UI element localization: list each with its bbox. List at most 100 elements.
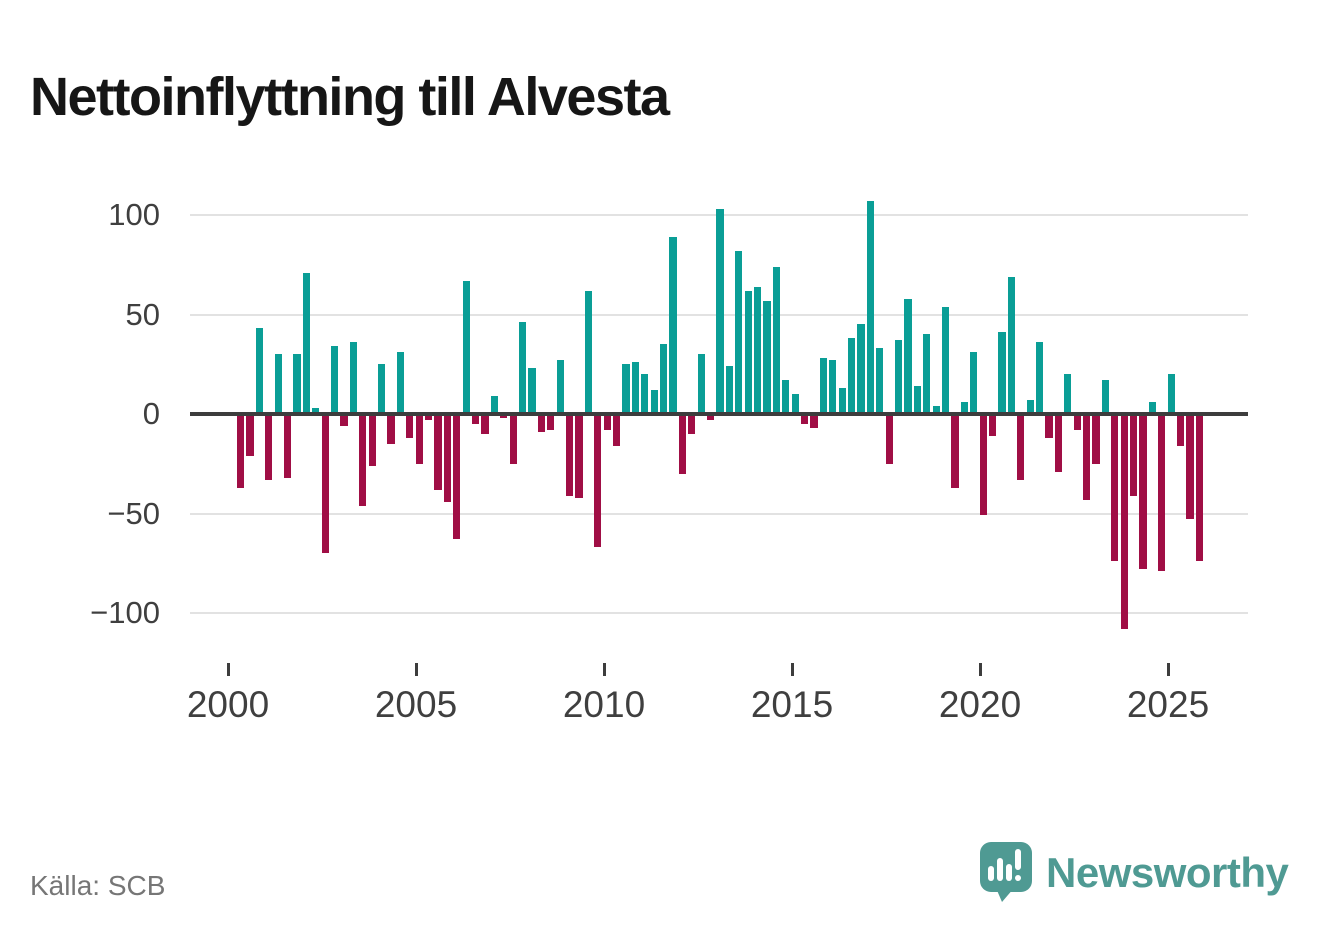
bar-negative — [1017, 414, 1025, 480]
bar-negative — [547, 414, 555, 430]
bar-positive — [735, 250, 743, 414]
bar-negative — [415, 414, 423, 464]
gridline-y-100 — [190, 612, 1248, 614]
bar-positive — [556, 360, 564, 414]
newsworthy-logo: Newsworthy — [980, 842, 1289, 903]
bar-positive — [791, 394, 799, 414]
bar-negative — [885, 414, 893, 464]
bar-positive — [378, 364, 386, 414]
source-note: Källa: SCB — [30, 870, 166, 901]
bar-negative — [359, 414, 367, 506]
gridline-y-50 — [190, 512, 1248, 515]
bar-negative — [688, 414, 696, 434]
bar-positive — [754, 286, 762, 414]
bar-positive — [782, 380, 790, 414]
bar-negative — [284, 414, 292, 478]
bar-positive — [923, 334, 931, 414]
bar-positive — [716, 209, 724, 414]
bar-negative — [443, 414, 452, 502]
bar-negative — [1130, 414, 1138, 496]
bar-positive — [819, 358, 828, 414]
x-axis-tick — [226, 663, 230, 676]
x-axis-label: 2020 — [938, 684, 1022, 725]
bar-negative — [566, 414, 574, 496]
y-axis-label: 100 — [108, 197, 160, 232]
x-axis-zero-line — [190, 412, 1248, 416]
bar-negative — [1186, 414, 1194, 520]
bar-negative — [472, 414, 480, 424]
bar-positive — [998, 332, 1006, 414]
bar-negative — [406, 414, 414, 438]
bar-negative — [989, 414, 997, 436]
bar-positive — [519, 322, 527, 414]
bar-positive — [528, 368, 536, 414]
bar-negative — [537, 414, 546, 432]
bar-negative — [246, 414, 254, 456]
bar-negative — [707, 414, 715, 420]
bar-negative — [237, 414, 245, 488]
bar-positive — [1148, 402, 1157, 414]
bar-positive — [848, 338, 856, 414]
bar-negative — [1083, 414, 1091, 500]
chart-title: Nettoinflyttning till Alvesta — [30, 67, 670, 128]
bar-positive — [744, 290, 752, 414]
bar-positive — [725, 366, 734, 414]
bar-positive — [255, 328, 264, 414]
bar-negative — [453, 414, 461, 540]
bar-negative — [387, 414, 395, 444]
x-axis-label: 2015 — [750, 684, 834, 725]
bar-positive — [857, 324, 865, 414]
bar-negative — [979, 414, 987, 516]
bar-positive — [1064, 374, 1072, 414]
bar-positive — [302, 272, 311, 414]
bar-negative — [1045, 414, 1053, 438]
bar-positive — [829, 360, 837, 414]
bar-negative — [321, 414, 329, 554]
y-axis-label: −100 — [90, 595, 160, 630]
bar-positive — [838, 388, 846, 414]
y-axis-label: 50 — [125, 296, 160, 332]
bar-positive — [1101, 380, 1110, 414]
bar-positive — [312, 408, 320, 414]
bar-negative — [434, 414, 442, 490]
bar-negative — [1054, 414, 1063, 472]
x-axis-label: 2025 — [1126, 684, 1210, 725]
bar-positive — [942, 306, 950, 414]
bar-negative — [594, 414, 602, 548]
bar-positive — [396, 352, 405, 414]
x-axis-label: 2005 — [374, 684, 458, 725]
x-axis-tick — [978, 663, 982, 676]
bar-positive — [932, 406, 940, 414]
bar-negative — [340, 414, 348, 426]
bar-positive — [960, 402, 969, 414]
bar-negative — [368, 414, 376, 466]
bar-negative — [1195, 414, 1204, 562]
bar-negative — [481, 414, 489, 434]
bar-positive — [462, 280, 470, 414]
bar-positive — [895, 340, 903, 414]
bar-negative — [1092, 414, 1100, 464]
x-axis-tick — [1166, 663, 1170, 676]
bar-positive — [641, 374, 649, 414]
bar-negative — [575, 414, 583, 498]
bar-positive — [650, 390, 658, 414]
bar-positive — [763, 300, 771, 414]
x-axis-tick — [602, 663, 606, 676]
bar-positive — [772, 266, 781, 414]
bar-positive — [904, 298, 912, 414]
bar-positive — [631, 362, 640, 414]
bar-positive — [293, 354, 301, 414]
bar-negative — [1177, 414, 1185, 446]
newsworthy-speech-bubble-chart-icon — [980, 842, 1032, 903]
bar-negative — [1073, 414, 1081, 430]
x-axis-tick — [790, 663, 794, 676]
y-axis-label: 0 — [142, 396, 160, 431]
bar-positive — [349, 342, 358, 414]
x-axis-tick — [414, 663, 418, 676]
bar-negative — [951, 414, 959, 488]
newsworthy-logo-text: Newsworthy — [1046, 848, 1289, 896]
bar-positive — [913, 386, 922, 414]
y-axis-label: −50 — [107, 495, 160, 531]
